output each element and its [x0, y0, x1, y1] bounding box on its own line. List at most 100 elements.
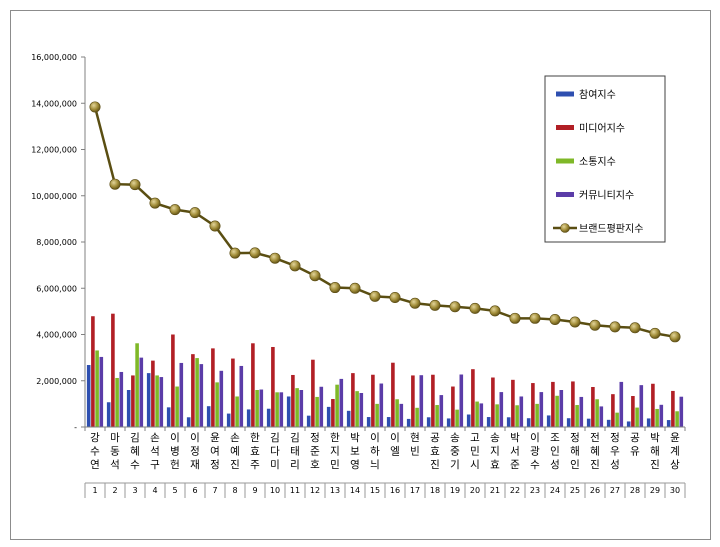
- bar-2: [631, 396, 635, 427]
- brand-index-point: [349, 282, 361, 294]
- bar-3: [615, 412, 619, 427]
- x-rank-label: 25: [570, 486, 580, 495]
- brand-index-point: [549, 313, 561, 325]
- y-tick-label: 14,000,000: [31, 99, 77, 108]
- x-rank-label: 19: [450, 486, 460, 495]
- bar-3: [295, 388, 299, 427]
- bar-2: [211, 348, 215, 427]
- y-tick-label: 10,000,000: [31, 192, 77, 201]
- legend-label: 미디어지수: [579, 123, 625, 135]
- bar-3: [675, 411, 679, 427]
- legend-swatch: [556, 192, 574, 197]
- x-rank-label: 26: [590, 486, 600, 495]
- y-tick-label: -: [74, 423, 77, 432]
- bar-3: [455, 409, 459, 427]
- bar-3: [375, 403, 379, 427]
- x-rank-label: 10: [270, 486, 280, 495]
- brand-index-point: [269, 252, 281, 264]
- bar-3: [155, 375, 159, 427]
- x-rank-label: 3: [132, 486, 137, 495]
- bar-4: [579, 396, 584, 427]
- x-rank-label: 4: [152, 486, 157, 495]
- bar-2: [91, 316, 95, 427]
- bar-1: [206, 406, 211, 427]
- x-rank-label: 27: [610, 486, 620, 495]
- x-rank-label: 6: [192, 486, 197, 495]
- bar-2: [431, 374, 435, 427]
- bar-4: [559, 390, 564, 427]
- x-rank-label: 5: [172, 486, 177, 495]
- bar-4: [639, 385, 644, 427]
- brand-index-point: [649, 327, 661, 339]
- bar-4: [179, 362, 184, 427]
- bar-2: [291, 374, 295, 427]
- brand-index-point: [429, 299, 441, 311]
- bar-4: [259, 389, 264, 427]
- x-rank-label: 16: [390, 486, 400, 495]
- y-tick-label: 4,000,000: [36, 331, 77, 340]
- x-rank-label: 30: [670, 486, 680, 495]
- bar-4: [619, 381, 624, 427]
- brand-index-point: [449, 301, 461, 313]
- x-rank-label: 13: [330, 486, 340, 495]
- bar-3: [235, 396, 239, 427]
- brand-index-point: [629, 322, 641, 334]
- x-rank-label: 7: [212, 486, 217, 495]
- brand-index-point: [169, 204, 181, 216]
- bar-1: [226, 413, 231, 427]
- brand-index-point: [249, 247, 261, 259]
- y-tick-label: 8,000,000: [36, 238, 77, 247]
- brand-index-point: [369, 290, 381, 302]
- brand-index-point: [389, 291, 401, 303]
- legend-label: 소통지수: [579, 156, 616, 168]
- bar-1: [126, 390, 131, 427]
- x-rank-label: 18: [430, 486, 440, 495]
- x-rank-label: 8: [232, 486, 237, 495]
- legend-label: 커뮤니티지수: [579, 190, 634, 202]
- legend-swatch-marker: [560, 223, 570, 233]
- bar-2: [651, 383, 655, 427]
- y-tick-label: 16,000,000: [31, 53, 77, 62]
- legend-swatch: [556, 158, 574, 164]
- bar-1: [286, 396, 291, 427]
- bar-2: [331, 399, 335, 427]
- bar-1: [506, 417, 511, 427]
- bar-1: [486, 417, 491, 427]
- bar-3: [215, 382, 219, 427]
- bar-1: [446, 418, 451, 427]
- bar-1: [626, 421, 631, 427]
- bar-4: [599, 406, 604, 427]
- bar-1: [306, 415, 311, 427]
- bar-1: [86, 365, 91, 427]
- bar-3: [175, 386, 179, 427]
- bar-3: [315, 396, 319, 427]
- bar-4: [519, 396, 524, 427]
- bar-3: [355, 391, 359, 427]
- bar-4: [219, 370, 224, 427]
- bar-3: [135, 343, 139, 427]
- brand-index-point: [409, 297, 421, 309]
- bar-4: [499, 392, 504, 427]
- brand-index-point: [529, 312, 541, 324]
- bar-2: [191, 354, 195, 427]
- bar-2: [171, 334, 175, 427]
- bar-2: [371, 374, 375, 427]
- bar-3: [655, 408, 659, 427]
- x-rank-label: 28: [630, 486, 640, 495]
- bar-3: [475, 401, 479, 427]
- bar-4: [319, 386, 324, 427]
